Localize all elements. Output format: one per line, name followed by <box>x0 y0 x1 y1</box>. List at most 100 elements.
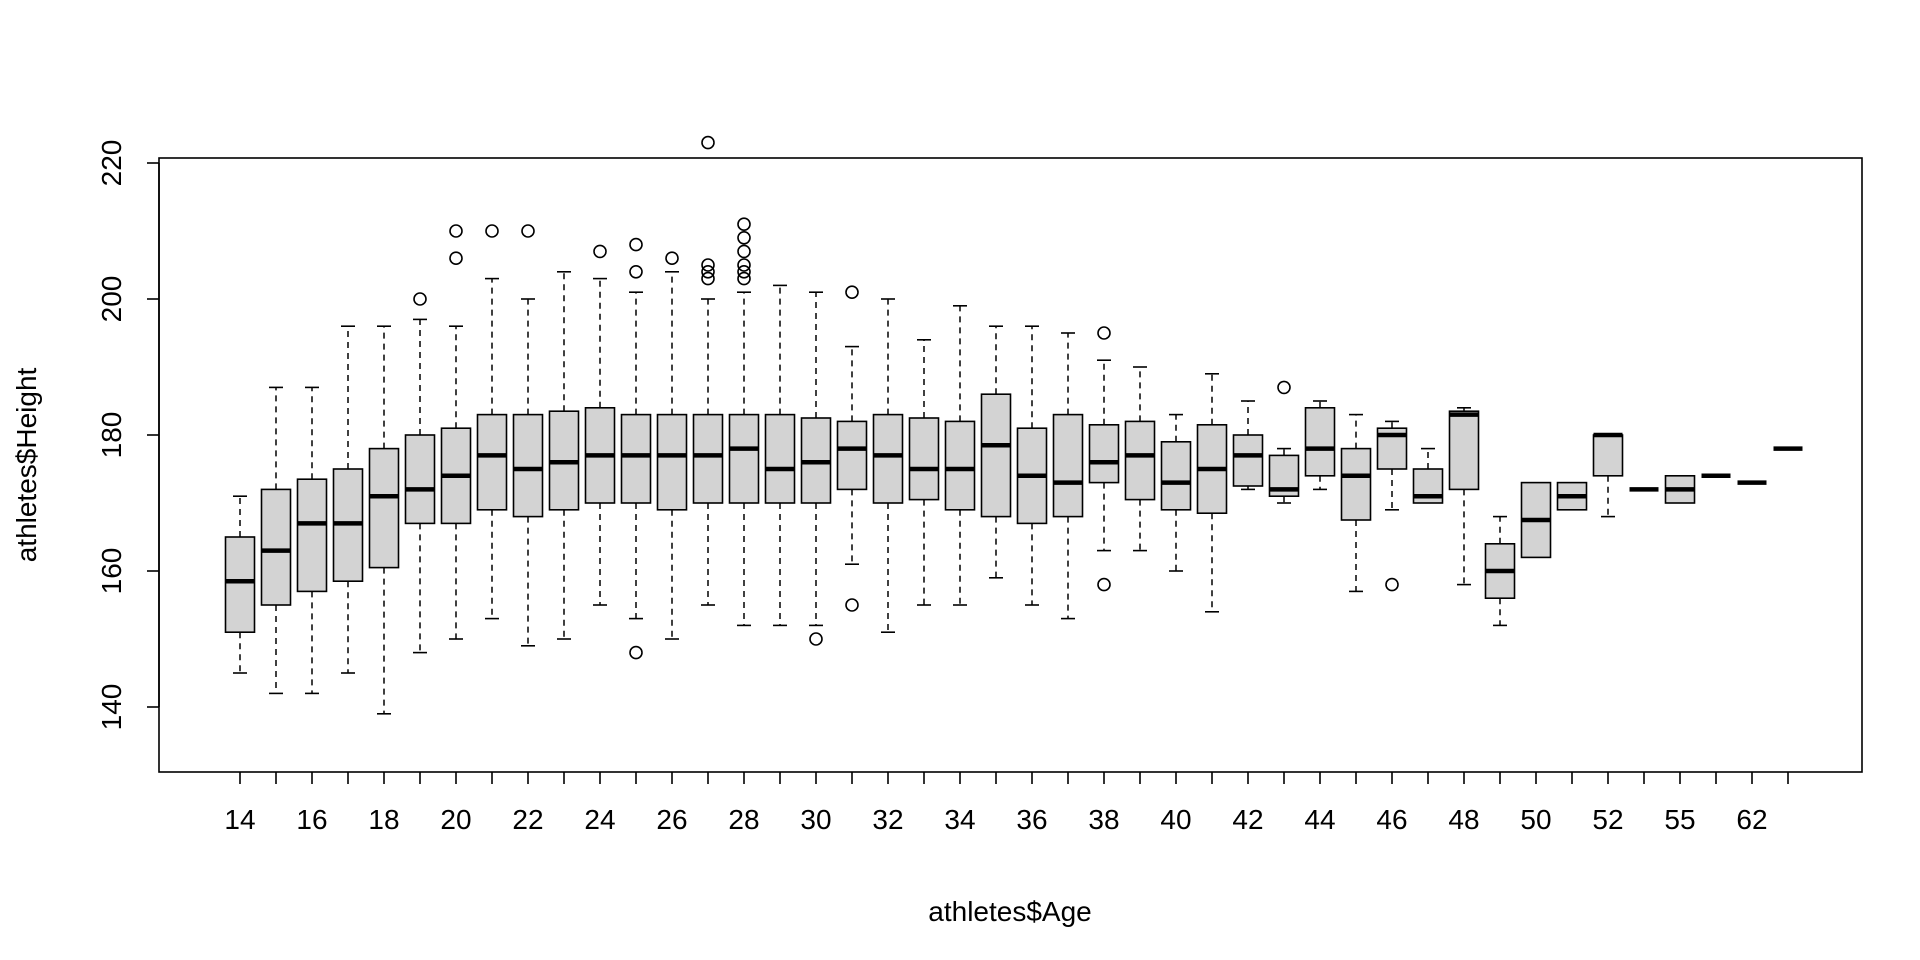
outlier-point <box>629 264 643 279</box>
box-body <box>476 413 508 511</box>
x-tick-label-48: 48 <box>1448 804 1479 835</box>
outlier-point <box>737 264 751 279</box>
box-body <box>1304 406 1336 477</box>
box-age-26 <box>656 251 688 640</box>
box-age-37 <box>1052 332 1084 620</box>
outlier-point <box>845 285 859 300</box>
box-age-52 <box>1592 432 1624 518</box>
box-body <box>368 447 400 569</box>
box-body <box>980 393 1012 518</box>
box-age-45 <box>1340 413 1372 593</box>
box-age-32 <box>872 298 904 634</box>
box-body <box>404 434 436 525</box>
x-tick-label-18: 18 <box>368 804 399 835</box>
outlier-point <box>449 224 463 238</box>
x-tick-label-20: 20 <box>440 804 471 835</box>
x-tick-label-55: 55 <box>1664 804 1695 835</box>
outlier-point <box>737 271 751 286</box>
box-body <box>1232 434 1264 487</box>
box-age-16 <box>296 386 328 695</box>
y-tick-label-160: 160 <box>96 548 127 595</box>
box-age-33 <box>908 338 940 606</box>
box-body <box>1592 434 1624 477</box>
outlier-point <box>1097 577 1111 592</box>
box-age-31 <box>836 285 868 612</box>
box-age-21 <box>476 224 508 620</box>
outlier-point <box>737 231 751 245</box>
x-tick-label-26: 26 <box>656 804 687 835</box>
outlier-point <box>521 224 535 238</box>
box-age-40 <box>1160 413 1192 572</box>
box-age-39 <box>1124 366 1156 552</box>
outlier-point <box>449 251 463 266</box>
x-tick-label-32: 32 <box>872 804 903 835</box>
x-tick-label-28: 28 <box>728 804 759 835</box>
box-age-29 <box>764 284 796 627</box>
outlier-point <box>1277 380 1291 395</box>
box-age-42 <box>1232 400 1264 491</box>
box-age-35 <box>980 325 1012 579</box>
x-tick-label-24: 24 <box>584 804 615 835</box>
box-age-18 <box>368 325 400 715</box>
box-body <box>1088 423 1120 484</box>
box-body <box>656 413 688 511</box>
box-age-47 <box>1412 447 1444 504</box>
outlier-point <box>1385 577 1399 592</box>
box-body <box>872 413 904 504</box>
x-tick-label-34: 34 <box>944 804 975 835</box>
box-age-50 <box>1520 481 1552 559</box>
outlier-point <box>629 645 643 660</box>
box-age-55 <box>1664 474 1696 504</box>
box-body <box>764 413 796 504</box>
box-age-15 <box>260 386 292 695</box>
x-tick-label-42: 42 <box>1232 804 1263 835</box>
box-body <box>260 488 292 606</box>
outlier-point <box>809 632 823 646</box>
outlier-point <box>629 237 643 252</box>
box-body <box>836 420 868 491</box>
outlier-point <box>413 292 427 306</box>
x-tick-label-40: 40 <box>1160 804 1191 835</box>
axes: 140 160 180 200 220 14 16 18 20 22 24 26 28 30 32 34 36 3… <box>96 140 1789 835</box>
box-age-22 <box>512 224 544 647</box>
outlier-point <box>1097 326 1111 340</box>
outlier-point <box>701 135 715 150</box>
y-tick-label-140: 140 <box>96 684 127 731</box>
box-age-38 <box>1088 326 1120 592</box>
box-age-20 <box>440 224 472 640</box>
box-body <box>620 413 652 504</box>
box-age-24 <box>584 244 616 606</box>
box-age-43 <box>1268 380 1300 504</box>
box-age-14 <box>224 495 256 674</box>
box-age-44 <box>1304 400 1336 491</box>
box-body <box>1448 410 1480 491</box>
box-age-17 <box>332 325 364 674</box>
outlier-point <box>701 258 715 272</box>
outlier-point <box>845 598 859 612</box>
plot-frame <box>158 157 1863 773</box>
box-age-25 <box>620 237 652 660</box>
y-tick-label-180: 180 <box>96 412 127 459</box>
x-tick-label-14: 14 <box>224 804 255 835</box>
x-tick-label-50: 50 <box>1520 804 1551 835</box>
x-tick-label-46: 46 <box>1376 804 1407 835</box>
box-body <box>1340 447 1372 521</box>
x-tick-label-62: 62 <box>1736 804 1767 835</box>
x-tick-label-30: 30 <box>800 804 831 835</box>
box-body <box>692 413 724 504</box>
y-tick-label-220: 220 <box>96 140 127 187</box>
box-body <box>512 413 544 518</box>
box-age-48 <box>1448 406 1480 586</box>
x-tick-label-52: 52 <box>1592 804 1623 835</box>
outlier-point <box>701 264 715 279</box>
box-series <box>224 135 1803 715</box>
box-age-41 <box>1196 372 1228 613</box>
box-age-36 <box>1016 325 1048 606</box>
outlier-point <box>737 244 751 259</box>
x-tick-label-38: 38 <box>1088 804 1119 835</box>
box-age-30 <box>800 291 832 646</box>
outlier-point <box>701 271 715 286</box>
box-age-51 <box>1556 481 1588 511</box>
y-tick-label-200: 200 <box>96 276 127 323</box>
